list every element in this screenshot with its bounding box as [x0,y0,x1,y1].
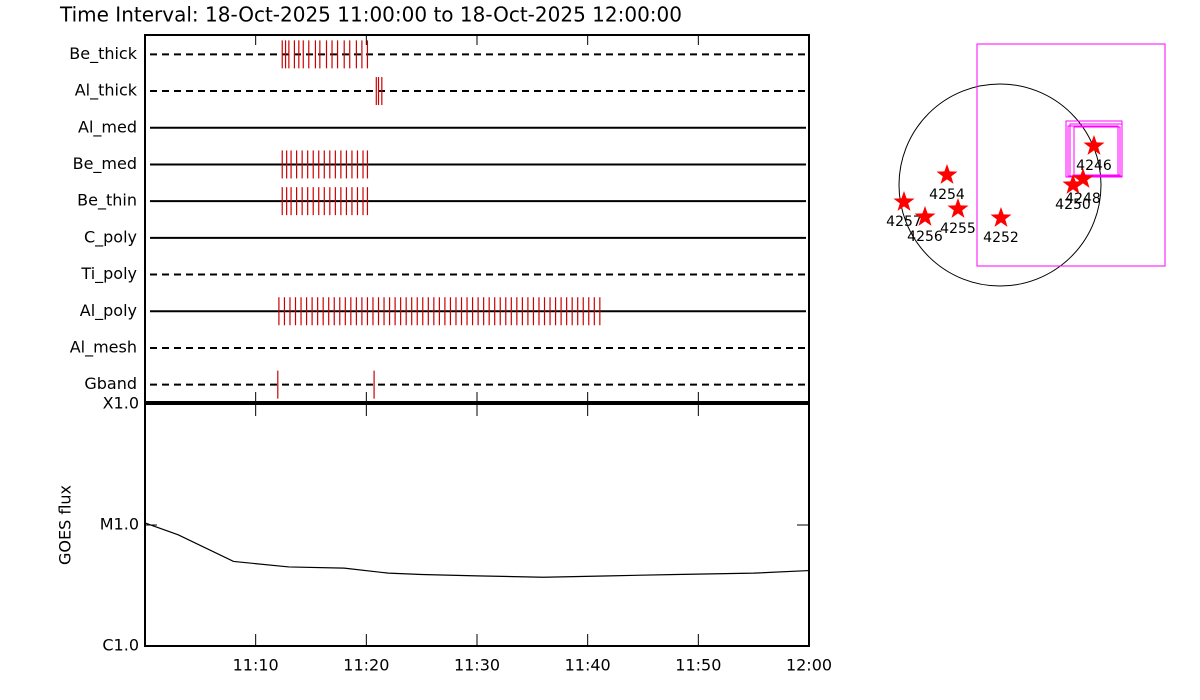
region-star [893,191,915,211]
y-axis-label: GOES flux [56,485,75,565]
fov-box [1067,125,1119,177]
row-label: Ti_poly [80,264,137,284]
x-tick-label: 12:00 [786,656,832,675]
x-tick-label: 11:40 [565,656,611,675]
region-star [1083,135,1105,155]
region-label: 4246 [1076,158,1112,174]
row-label: Al_poly [80,301,137,321]
chart-title: Time Interval: 18-Oct-2025 11:00:00 to 1… [59,3,682,27]
x-tick-label: 11:10 [233,656,279,675]
region-label: 4252 [983,230,1019,246]
region-star [936,164,958,184]
row-label: Gband [84,374,137,393]
region-label: 4255 [940,221,976,237]
region-label: 4254 [929,187,965,203]
row-label: Be_thick [69,44,137,64]
region-label: 4248 [1065,191,1101,207]
row-label: Al_med [78,117,137,137]
row-label: Al_mesh [70,337,137,357]
row-label: Be_thin [77,191,137,211]
fov-box [1073,126,1121,176]
row-label: C_poly [84,227,137,247]
region-label: 4250 [1055,197,1091,213]
region-star [1062,174,1084,194]
y-tick-label: M1.0 [100,515,139,534]
x-tick-label: 11:20 [343,656,389,675]
solar-disk [898,83,1102,287]
x-tick-label: 11:30 [454,656,500,675]
region-label: 4256 [907,229,943,245]
region-star [914,206,936,226]
region-star [1072,168,1094,188]
row-label: Be_med [73,154,137,174]
region-star [947,198,969,218]
panel-frame [144,403,810,647]
y-tick-label: C1.0 [102,636,139,655]
region-label: 4257 [886,214,922,230]
fov-box [976,43,1166,267]
region-star [990,207,1012,227]
y-tick-label: X1.0 [103,394,139,413]
row-label: Al_thick [75,81,138,101]
x-tick-label: 11:50 [675,656,721,675]
goes-line [144,522,810,578]
